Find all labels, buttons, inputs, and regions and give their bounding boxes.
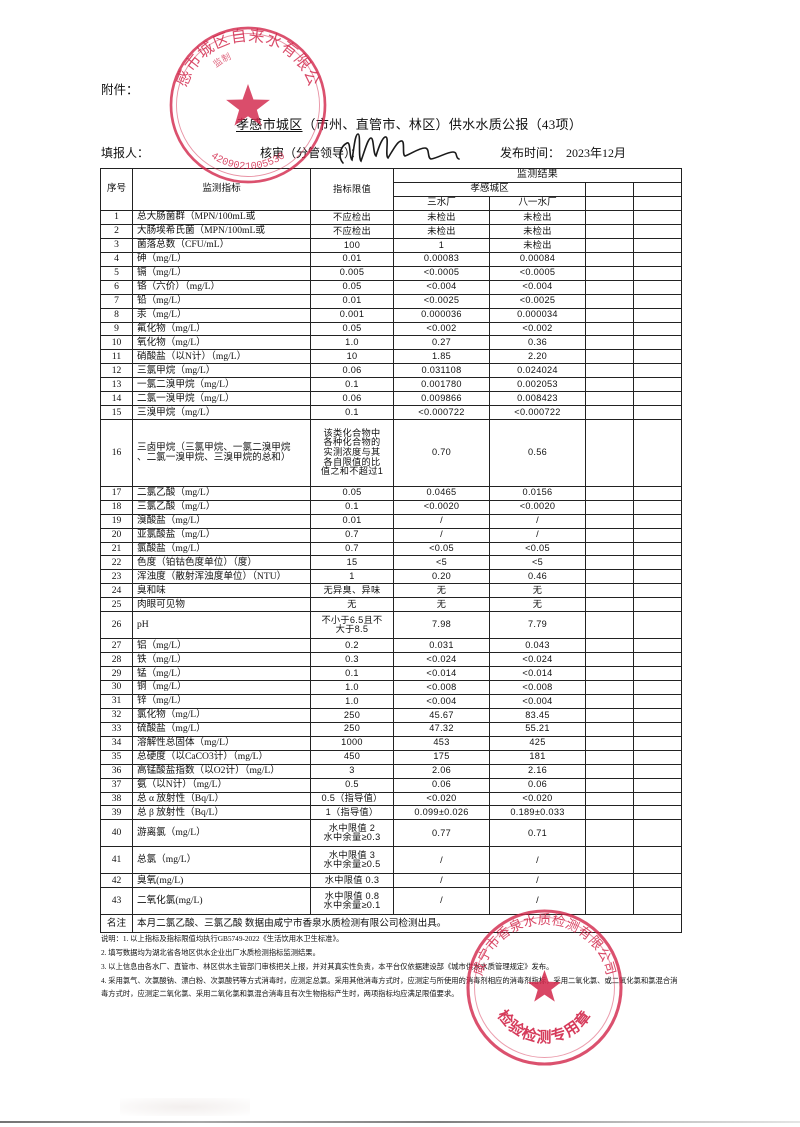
svg-text:咸宁市香泉水质检测有限公司: 咸宁市香泉水质检测有限公司 [470,911,619,976]
svg-text:4209021005530: 4209021005530 [208,151,287,173]
svg-text:检验检测专用章: 检验检测专用章 [493,1006,594,1045]
svg-text:孝感市城区自来水有限公司: 孝感市城区自来水有限公司 [160,11,322,89]
